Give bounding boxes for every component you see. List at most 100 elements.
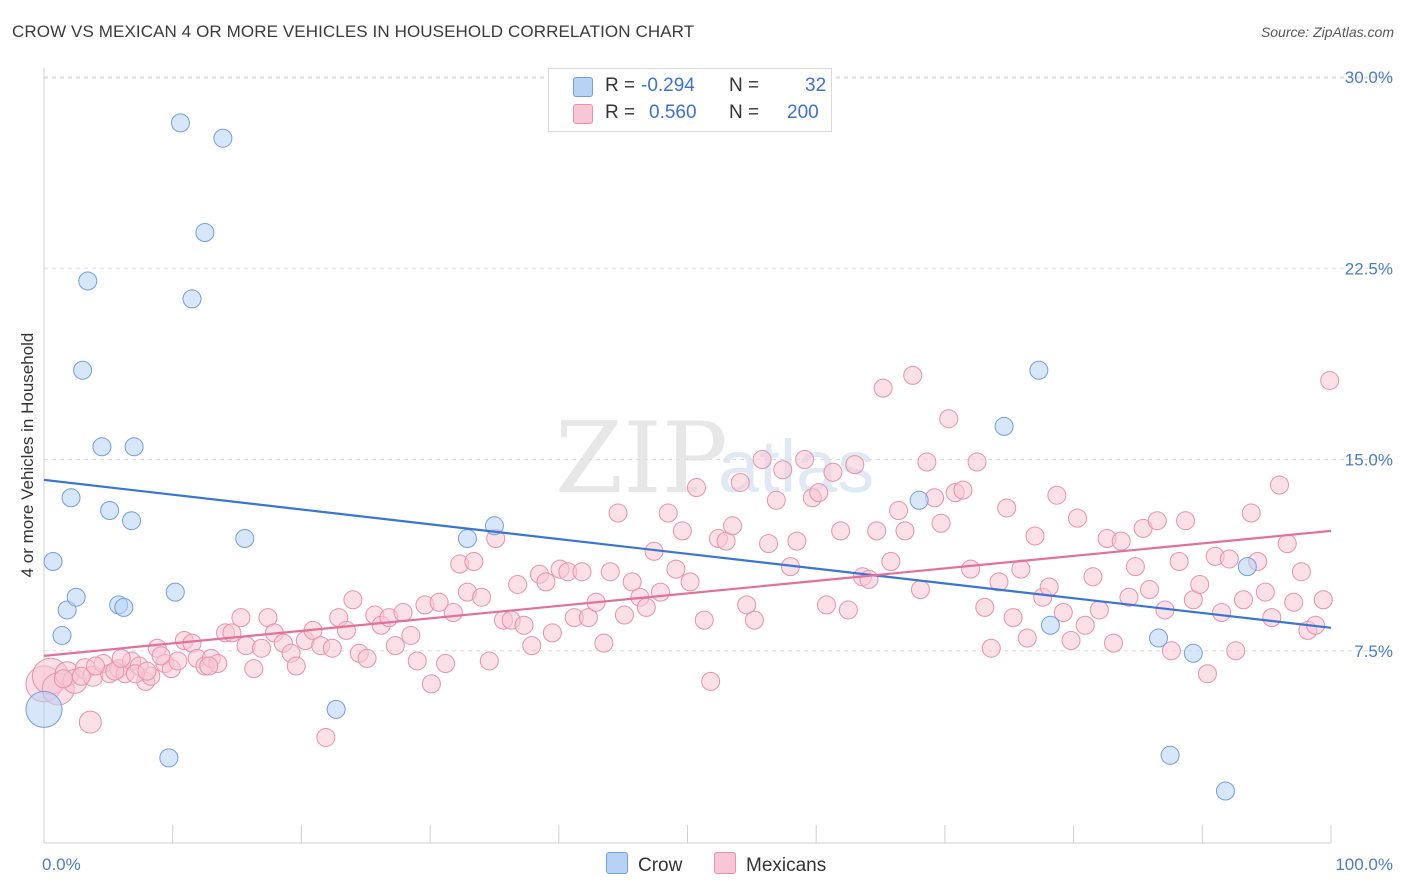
- mexicans-point: [759, 534, 779, 554]
- crow-n-value: 32: [805, 75, 827, 96]
- mexicans-point: [1291, 562, 1311, 582]
- crow-r-value: -0.294: [641, 75, 695, 96]
- mex-n-value: 200: [787, 102, 819, 123]
- mexicans-point: [1125, 557, 1145, 577]
- mexicans-point: [889, 501, 909, 520]
- crow-point: [1237, 557, 1257, 577]
- mexicans-point: [464, 552, 484, 571]
- mexicans-point: [137, 661, 157, 681]
- crow-r-label: R =: [605, 75, 636, 96]
- crow-point: [61, 488, 81, 508]
- mexicans-point: [1025, 526, 1045, 546]
- mexicans-point: [787, 531, 807, 551]
- correlation-legend: R = -0.294 N = 32 R = 0.560 N = 200: [548, 68, 832, 132]
- mexicans-point: [752, 450, 772, 469]
- mexicans-point: [723, 516, 743, 536]
- crow-point: [73, 360, 93, 380]
- crow-trend-line: [43, 478, 1332, 629]
- mexicans-point: [1212, 603, 1232, 622]
- mexicans-point: [1089, 600, 1109, 620]
- mexicans-point: [536, 572, 556, 592]
- crow-point: [909, 490, 929, 510]
- mexicans-point: [1053, 603, 1073, 622]
- crow-point: [326, 699, 346, 719]
- mexicans-point: [650, 582, 670, 602]
- mexicans-point: [393, 603, 413, 622]
- mexicans-point: [508, 574, 528, 594]
- y-tick-label: 30.0%: [1345, 68, 1393, 87]
- mexicans-point: [816, 595, 836, 615]
- mexicans-point: [831, 521, 851, 541]
- crow-point: [66, 587, 86, 607]
- mexicans-point: [989, 572, 1009, 592]
- crow-point: [52, 625, 72, 645]
- mexicans-point: [1284, 592, 1304, 612]
- mexicans-point: [953, 480, 973, 500]
- mexicans-point: [385, 636, 405, 656]
- mexicans-point: [881, 552, 901, 571]
- crow-point: [165, 582, 185, 602]
- crow-n-label: N =: [729, 75, 760, 96]
- mexicans-point: [1277, 534, 1297, 554]
- mexicans-point: [997, 498, 1017, 518]
- crow-point: [1149, 628, 1169, 648]
- mexicans-point: [472, 587, 492, 607]
- crow-swatch: [573, 77, 593, 97]
- mexicans-point: [436, 654, 456, 673]
- crow-point: [195, 223, 215, 243]
- mexicans-point: [694, 610, 714, 630]
- mexicans-point: [542, 623, 562, 643]
- mexicans-point: [343, 590, 363, 610]
- mexicans-point: [608, 503, 628, 523]
- mexicans-point: [600, 562, 620, 582]
- mexicans-point: [1083, 567, 1103, 587]
- mexicans-point: [981, 638, 1001, 658]
- mexicans-point: [479, 651, 499, 671]
- mexicans-point: [78, 710, 102, 734]
- mexicans-point: [730, 472, 750, 492]
- mexicans-point: [1233, 590, 1253, 610]
- source-label: Source: ZipAtlas.com: [1260, 24, 1394, 40]
- mexicans-point: [357, 648, 377, 668]
- mexicans-point: [316, 727, 336, 747]
- x-tick-label-min: 0.0%: [42, 855, 81, 874]
- mexicans-point: [795, 450, 815, 469]
- y-tick-labels: 7.5% 15.0% 22.5% 30.0%: [1345, 68, 1393, 661]
- mexicans-point: [1161, 641, 1181, 661]
- crow-point: [1183, 643, 1203, 663]
- crow-point: [43, 552, 63, 571]
- mexicans-point: [931, 513, 951, 533]
- y-tick-label: 7.5%: [1354, 642, 1393, 661]
- mexicans-swatch: [573, 104, 593, 124]
- crow-point: [124, 437, 144, 457]
- mexicans-point: [917, 452, 937, 472]
- mexicans-point: [407, 651, 427, 671]
- mexicans-point: [1111, 531, 1131, 551]
- mexicans-point: [244, 659, 264, 679]
- mex-r-value: 0.560: [649, 102, 697, 123]
- crow-point: [114, 597, 134, 617]
- mexicans-point: [1140, 580, 1160, 600]
- mexicans-point: [903, 365, 923, 385]
- mexicans-point: [429, 592, 449, 612]
- mexicans-point: [572, 562, 592, 582]
- mexicans-point: [522, 636, 542, 656]
- mexicans-point: [168, 651, 188, 671]
- mexicans-point: [1169, 552, 1189, 571]
- mex-n-label: N =: [729, 102, 760, 123]
- mexicans-point: [199, 656, 219, 676]
- mexicans-point: [252, 638, 272, 658]
- mexicans-point: [961, 559, 981, 579]
- mexicans-point: [737, 595, 757, 615]
- crow-point: [25, 690, 63, 728]
- crow-point: [457, 529, 477, 549]
- trend-lines: [43, 478, 1332, 657]
- series-legend: Crow Mexicans: [0, 852, 1406, 878]
- mexicans-legend-swatch: [714, 852, 736, 874]
- mexicans-point: [939, 409, 959, 429]
- mexicans-point: [1190, 574, 1210, 594]
- mexicans-point: [701, 671, 721, 691]
- mexicans-point: [231, 608, 251, 628]
- mexicans-point: [744, 610, 764, 630]
